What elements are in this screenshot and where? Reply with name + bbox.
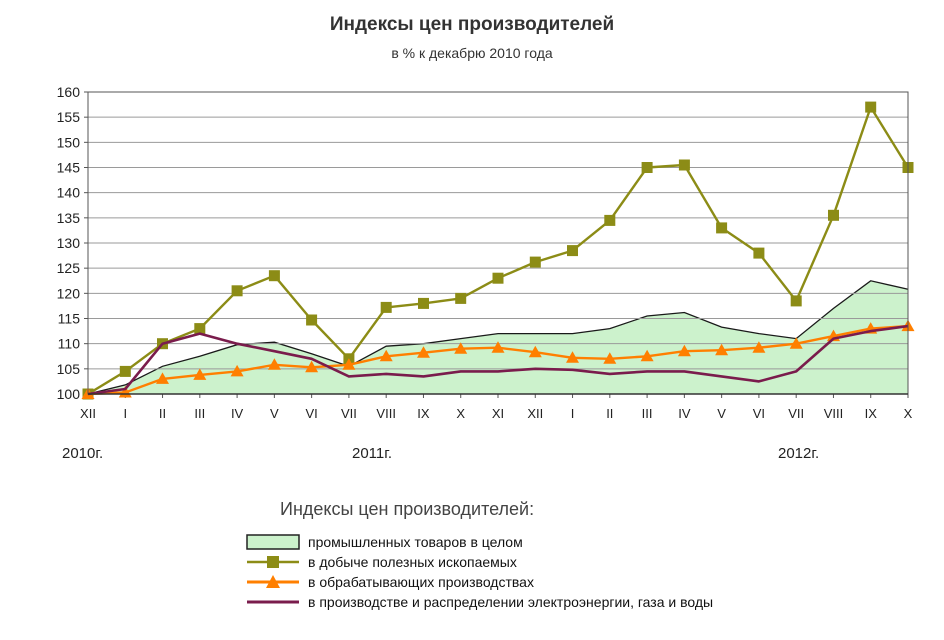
legend-swatch-square [247,556,299,568]
legend-title: Индексы цен производителей: [280,499,535,519]
x-tick-label: IX [417,406,430,421]
y-tick-label: 150 [57,134,81,150]
data-point-square [455,292,467,304]
data-point-triangle [715,343,729,356]
data-point-triangle [566,351,579,363]
x-tick-label: XI [492,406,504,421]
x-tick-label: V [270,406,279,421]
data-point-square [865,101,877,113]
x-tick-label: XII [527,406,543,421]
x-tick-label: II [159,406,166,421]
data-point-square [194,323,206,335]
y-tick-label: 145 [57,160,81,176]
x-tick-label: III [642,406,653,421]
series-area-outline-0 [87,280,909,395]
data-point-square [641,162,653,173]
data-point-triangle [417,346,430,358]
data-point-triangle [379,349,393,362]
legend-item-manufacturing: в обрабатывающих производствах [246,572,886,592]
x-tick-label: I [123,406,127,421]
data-point-triangle [640,349,654,362]
data-point-triangle [528,345,542,358]
data-point-triangle [677,344,691,357]
data-point-square [492,272,504,284]
legend-label: в добыче полезных ископаемых [308,554,517,570]
data-point-square [753,247,765,259]
data-point-triangle [491,341,505,353]
data-point-square [828,209,839,221]
legend-item-industry: промышленных товаров в целом [246,532,886,552]
legend-swatch-triangle [247,575,299,588]
x-tick-label: IX [865,406,878,421]
data-point-square [119,365,131,377]
y-tick-label: 105 [57,361,81,377]
x-tick-label: X [456,406,465,421]
x-tick-label: VII [788,406,804,421]
y-tick-label: 135 [57,210,81,226]
x-tick-label: X [904,406,913,421]
data-point-square [604,214,616,226]
x-tick-label: III [194,406,205,421]
data-point-square [529,256,541,268]
data-point-triangle [752,341,766,353]
y-tick-label: 130 [57,235,81,251]
x-tick-label: VIII [376,406,396,421]
x-tick-label: VII [341,406,357,421]
data-point-triangle [193,368,207,380]
chart-title: Индексы цен производителей [329,14,615,35]
data-point-square [716,222,728,234]
data-point-triangle [789,337,803,349]
year-label-2010: 2010г. [62,445,104,462]
y-tick-label: 125 [57,260,81,276]
legend-item-mining: в добыче полезных ископаемых [246,552,886,572]
data-point-triangle [156,372,169,384]
data-point-square [418,297,429,309]
y-tick-label: 110 [58,336,81,352]
y-tick-label: 155 [57,109,81,125]
data-point-square [231,285,243,297]
data-point-square [380,301,392,313]
legend-swatch-line [247,600,299,604]
x-tick-label: VI [753,406,765,421]
data-point-triangle [267,358,281,370]
x-tick-label: XII [80,406,96,421]
y-tick-label: 115 [58,311,81,327]
data-point-triangle [454,342,468,354]
x-tick-label: VI [305,406,317,421]
data-point-triangle [603,352,617,364]
x-tick-label: VIII [824,406,844,421]
legend-label: в обрабатывающих производствах [308,574,534,590]
x-tick-label: I [571,406,575,421]
x-tick-label: II [606,406,613,421]
data-point-triangle [305,360,319,373]
x-tick-label: IV [678,406,691,421]
y-tick-label: 160 [57,84,81,100]
data-point-triangle [342,358,356,370]
data-point-triangle [230,364,244,377]
data-point-square [306,314,318,326]
data-point-square [790,295,802,307]
legend-label: в производстве и распределении электроэн… [308,594,714,610]
legend-item-electricity: в производстве и распределении электроэн… [246,592,886,612]
x-tick-label: V [717,406,726,421]
x-tick-label: IV [231,406,244,421]
data-point-square [268,270,280,282]
y-tick-label: 120 [57,285,81,301]
y-tick-label: 140 [57,185,81,201]
year-label-2011: 2011г. [352,445,393,462]
chart-subtitle: в % к декабрю 2010 года [391,45,553,61]
legend-label: промышленных товаров в целом [308,534,523,550]
data-point-square [678,159,690,171]
data-point-square [567,245,578,257]
y-tick-label: 100 [57,386,81,402]
legend-swatch-area [246,534,300,550]
year-label-2012: 2012г. [778,445,820,462]
series-line-3 [87,324,909,396]
